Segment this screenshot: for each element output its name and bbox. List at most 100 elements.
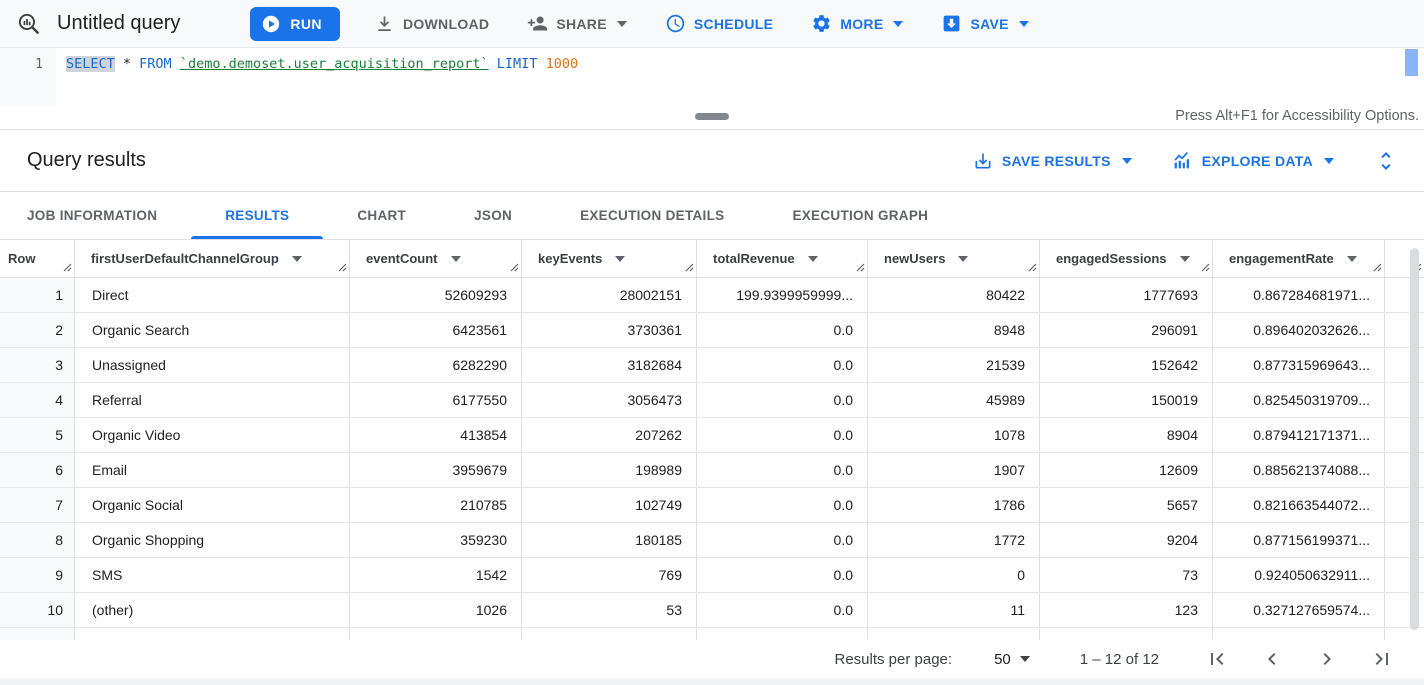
schedule-label: SCHEDULE: [693, 15, 774, 32]
chevron-down-icon: [616, 20, 627, 27]
column-resize-grip[interactable]: [685, 260, 694, 275]
table-cell: SMS: [75, 558, 350, 592]
unfold-more-icon: [1374, 149, 1398, 173]
table-cell: 1772: [868, 523, 1040, 557]
tab-results[interactable]: RESULTS: [191, 192, 324, 239]
tab-execution-details[interactable]: EXECUTION DETAILS: [546, 192, 758, 239]
chevron-right-icon: [1315, 647, 1339, 671]
more-button[interactable]: MORE: [807, 0, 907, 48]
panel-resize-handle[interactable]: [695, 113, 729, 120]
table-horizontal-scrollbar[interactable]: [0, 678, 1424, 685]
download-button[interactable]: DOWNLOAD: [370, 0, 493, 48]
tab-json[interactable]: JSON: [440, 192, 546, 239]
table-row: 7 Organic Social 210785 102749 0.0 1786 …: [0, 488, 1424, 523]
column-resize-grip[interactable]: [338, 260, 347, 275]
column-resize-grip[interactable]: [63, 260, 72, 275]
column-resize-grip[interactable]: [856, 260, 865, 275]
run-button[interactable]: RUN: [250, 6, 340, 41]
explore-data-button[interactable]: EXPLORE DATA: [1172, 150, 1334, 171]
save-button[interactable]: SAVE: [937, 0, 1032, 48]
tab-chart[interactable]: CHART: [323, 192, 440, 239]
table-cell: 3056473: [522, 383, 697, 417]
table-cell: 769: [522, 558, 697, 592]
more-label: MORE: [840, 15, 884, 32]
table-cell: 12609: [1040, 453, 1213, 487]
table-cell: 210785: [350, 488, 522, 522]
column-header-row[interactable]: Row: [0, 240, 75, 277]
tab-execution-graph[interactable]: EXECUTION GRAPH: [758, 192, 962, 239]
table-body: 1 Direct 52609293 28002151 199.939995999…: [0, 278, 1424, 640]
row-number: 5: [0, 418, 75, 452]
download-icon: [374, 13, 395, 34]
page-size-select[interactable]: 50: [994, 651, 1030, 668]
table-cell: 0.0: [697, 523, 868, 557]
column-header-engagementRate[interactable]: engagementRate: [1213, 240, 1385, 277]
table-row: 6 Email 3959679 198989 0.0 1907 12609 0.…: [0, 453, 1424, 488]
save-alt-icon: [973, 151, 993, 171]
last-page-button[interactable]: [1370, 647, 1394, 671]
sql-star: *: [114, 56, 140, 72]
results-table: Row firstUserDefaultChannelGroup eventCo…: [0, 240, 1424, 640]
column-header-engagedSessions[interactable]: engagedSessions: [1040, 240, 1213, 277]
accessibility-hint: Press Alt+F1 for Accessibility Options.: [1175, 108, 1419, 124]
previous-page-button[interactable]: [1260, 647, 1284, 671]
table-row: 2 Organic Search 6423561 3730361 0.0 894…: [0, 313, 1424, 348]
table-cell: 1786: [868, 488, 1040, 522]
table-cell: 413854: [350, 418, 522, 452]
column-resize-grip[interactable]: [1201, 260, 1210, 275]
query-title[interactable]: Untitled query: [57, 12, 181, 34]
editor-scrollbar-thumb[interactable]: [1405, 49, 1418, 76]
column-header-firstUserDefaultChannelGroup[interactable]: firstUserDefaultChannelGroup: [75, 240, 350, 277]
table-row: 4 Referral 6177550 3056473 0.0 45989 150…: [0, 383, 1424, 418]
column-header-newUsers[interactable]: newUsers: [868, 240, 1040, 277]
table-row: 11 Paid Social 937 104 0.0 0 9 1.0: [0, 628, 1424, 640]
panel-splitter-bar: Press Alt+F1 for Accessibility Options.: [0, 105, 1424, 130]
table-cell: 6282290: [350, 348, 522, 382]
column-menu-caret-icon: [958, 255, 969, 262]
download-label: DOWNLOAD: [402, 15, 490, 32]
save-label: SAVE: [970, 15, 1009, 32]
table-cell: 0: [868, 628, 1040, 640]
gear-icon: [811, 13, 832, 34]
table-row: 8 Organic Shopping 359230 180185 0.0 177…: [0, 523, 1424, 558]
results-title: Query results: [27, 149, 146, 171]
table-cell: 52609293: [350, 278, 522, 312]
play-icon: [261, 14, 281, 34]
chevron-down-icon: [893, 20, 904, 27]
table-cell: 1078: [868, 418, 1040, 452]
table-cell: 0.867284681971...: [1213, 278, 1385, 312]
table-cell: 152642: [1040, 348, 1213, 382]
share-button[interactable]: SHARE: [523, 0, 631, 48]
table-cell: 1.0: [1213, 628, 1385, 640]
first-page-button[interactable]: [1205, 647, 1229, 671]
table-row: 5 Organic Video 413854 207262 0.0 1078 8…: [0, 418, 1424, 453]
save-results-button[interactable]: SAVE RESULTS: [973, 151, 1132, 171]
table-cell: 0.0: [697, 418, 868, 452]
table-cell: 53: [522, 593, 697, 627]
column-menu-caret-icon: [615, 255, 626, 262]
table-vertical-scrollbar[interactable]: [1410, 248, 1419, 630]
column-resize-grip[interactable]: [1373, 260, 1382, 275]
column-resize-grip[interactable]: [510, 260, 519, 275]
expand-results-button[interactable]: [1374, 149, 1398, 173]
table-cell: 0.924050632911...: [1213, 558, 1385, 592]
next-page-button[interactable]: [1315, 647, 1339, 671]
page-size-value: 50: [994, 650, 1011, 668]
column-header-totalRevenue[interactable]: totalRevenue: [697, 240, 868, 277]
table-cell-spacer: [1385, 628, 1424, 640]
schedule-button[interactable]: SCHEDULE: [661, 0, 777, 48]
sql-table-reference-link[interactable]: `demo.demoset.user_acquisition_report`: [179, 56, 489, 72]
chart-explore-icon: [1172, 150, 1193, 171]
query-results-header: Query results SAVE RESULTS: [0, 130, 1424, 192]
column-header-eventCount[interactable]: eventCount: [350, 240, 522, 277]
column-menu-caret-icon: [807, 255, 818, 262]
column-menu-caret-icon: [291, 255, 302, 262]
sql-editor[interactable]: SELECT * FROM `demo.demoset.user_acquisi…: [56, 48, 578, 105]
column-resize-grip[interactable]: [1028, 260, 1037, 275]
column-menu-caret-icon: [1346, 255, 1357, 262]
table-cell: 0.0: [697, 313, 868, 347]
row-number: 11: [0, 628, 75, 640]
table-cell: Organic Shopping: [75, 523, 350, 557]
column-header-keyEvents[interactable]: keyEvents: [522, 240, 697, 277]
tab-job-information[interactable]: JOB INFORMATION: [0, 192, 191, 239]
